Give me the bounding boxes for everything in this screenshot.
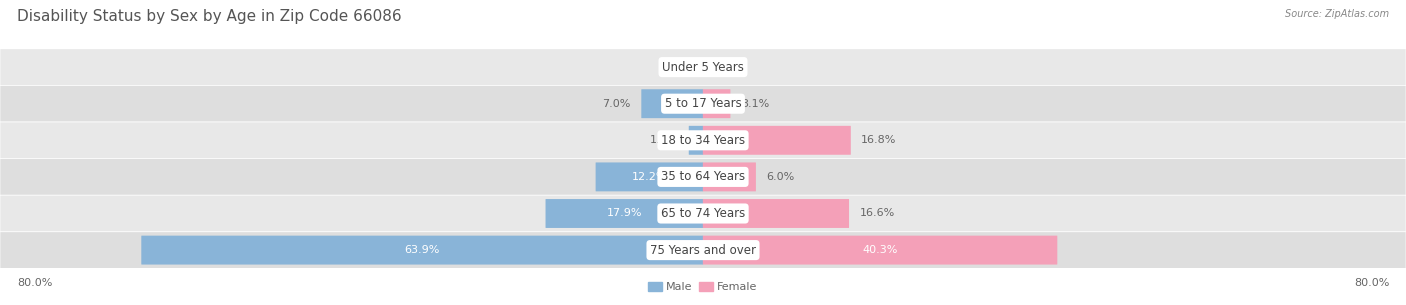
FancyBboxPatch shape [0,195,1406,232]
Text: 80.0%: 80.0% [1354,278,1389,288]
Text: 3.1%: 3.1% [741,99,769,109]
FancyBboxPatch shape [0,122,1406,159]
Text: Disability Status by Sex by Age in Zip Code 66086: Disability Status by Sex by Age in Zip C… [17,9,402,24]
Text: 7.0%: 7.0% [603,99,631,109]
FancyBboxPatch shape [703,126,851,155]
FancyBboxPatch shape [703,163,756,191]
Text: Source: ZipAtlas.com: Source: ZipAtlas.com [1285,9,1389,19]
Text: 17.9%: 17.9% [606,209,643,218]
Legend: Male, Female: Male, Female [644,277,762,296]
FancyBboxPatch shape [641,89,703,118]
Text: 16.8%: 16.8% [860,135,897,145]
Text: 63.9%: 63.9% [405,245,440,255]
Text: 0.0%: 0.0% [664,62,693,72]
Text: Under 5 Years: Under 5 Years [662,61,744,74]
FancyBboxPatch shape [596,163,703,191]
FancyBboxPatch shape [703,89,731,118]
FancyBboxPatch shape [546,199,703,228]
FancyBboxPatch shape [689,126,703,155]
FancyBboxPatch shape [0,85,1406,122]
Text: 0.0%: 0.0% [713,62,742,72]
Text: 12.2%: 12.2% [631,172,666,182]
Text: 5 to 17 Years: 5 to 17 Years [665,97,741,110]
FancyBboxPatch shape [0,49,1406,85]
Text: 80.0%: 80.0% [17,278,52,288]
Text: 35 to 64 Years: 35 to 64 Years [661,170,745,183]
Text: 40.3%: 40.3% [862,245,898,255]
FancyBboxPatch shape [0,232,1406,268]
Text: 18 to 34 Years: 18 to 34 Years [661,134,745,147]
FancyBboxPatch shape [0,159,1406,195]
Text: 6.0%: 6.0% [766,172,794,182]
Text: 16.6%: 16.6% [859,209,894,218]
FancyBboxPatch shape [703,236,1057,264]
FancyBboxPatch shape [141,236,703,264]
Text: 75 Years and over: 75 Years and over [650,244,756,257]
Text: 65 to 74 Years: 65 to 74 Years [661,207,745,220]
Text: 1.6%: 1.6% [650,135,678,145]
FancyBboxPatch shape [703,199,849,228]
